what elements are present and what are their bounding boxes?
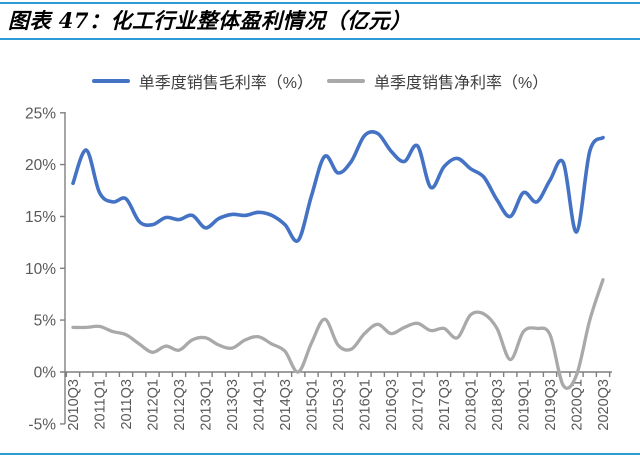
net-margin-line	[71, 278, 605, 390]
y-axis-tick-label: 25%	[25, 105, 56, 122]
footer-rule	[0, 453, 640, 455]
x-axis-tick-label: 2019Q1	[517, 379, 533, 431]
x-axis-tick-label: 2012Q1	[146, 379, 162, 431]
header-top-rule	[0, 2, 640, 4]
y-axis-tick-label: 0%	[34, 365, 57, 382]
y-axis-tick-label: -5%	[28, 416, 56, 433]
gross-margin-line-swatch	[91, 79, 130, 83]
gross-margin-line	[71, 129, 605, 243]
x-axis-tick-label: 2016Q1	[358, 379, 374, 431]
x-axis-labels: 2010Q3 2011Q1 2011Q3 2012Q1 2012Q3 2013Q1 2013…	[66, 379, 612, 431]
x-axis-tick-label: 2016Q3	[384, 379, 400, 431]
y-axis-tick-label: 15%	[25, 209, 56, 226]
x-axis-tick-label: 2011Q1	[93, 379, 109, 430]
title-underline-rule	[0, 38, 640, 40]
gross-margin-legend-label: 单季度销售毛利率（%）	[138, 75, 313, 92]
y-axis-tick-label: 5%	[34, 313, 57, 330]
x-axis-tick-label: 2012Q3	[172, 379, 188, 431]
legend-item-net-margin: 单季度销售净利率（%）	[327, 69, 548, 93]
chart-legend: 单季度销售毛利率（%） 单季度销售净利率（%）	[0, 69, 640, 93]
y-axis-labels: 25% 20% 15% 10% 5% 0% -5%	[25, 105, 56, 433]
x-axis-tick-label: 2014Q1	[252, 379, 268, 431]
x-axis-tick-label: 2011Q3	[119, 379, 135, 430]
x-axis-tick-label: 2020Q1	[570, 379, 586, 431]
figure-title: 图表 47：化工行业整体盈利情况（亿元）	[8, 8, 412, 33]
x-axis-tick-label: 2018Q3	[490, 379, 506, 431]
x-axis-tick-label: 2013Q3	[225, 379, 241, 431]
x-axis-tick-label: 2014Q3	[278, 379, 294, 431]
x-axis-tick-label: 2010Q3	[66, 379, 82, 431]
y-axis-tick-label: 20%	[25, 157, 56, 174]
x-axis-tick-label: 2017Q1	[411, 379, 427, 431]
x-axis-tick-label: 2015Q1	[305, 379, 321, 431]
chart-axes	[60, 112, 612, 425]
x-axis-tick-label: 2020Q3	[596, 379, 612, 431]
axis-lines-and-ticks	[60, 112, 612, 425]
net-margin-line-swatch	[327, 79, 365, 83]
y-axis-tick-label: 10%	[25, 261, 56, 278]
net-margin-legend-label: 单季度销售净利率（%）	[374, 75, 549, 92]
x-axis-tick-label: 2017Q3	[437, 379, 453, 431]
x-axis-tick-label: 2015Q3	[331, 379, 347, 431]
legend-item-gross-margin: 单季度销售毛利率（%）	[91, 69, 313, 93]
x-axis-tick-label: 2018Q1	[464, 379, 480, 431]
x-axis-tick-label: 2019Q3	[543, 379, 559, 431]
x-axis-tick-label: 2013Q1	[199, 379, 215, 431]
